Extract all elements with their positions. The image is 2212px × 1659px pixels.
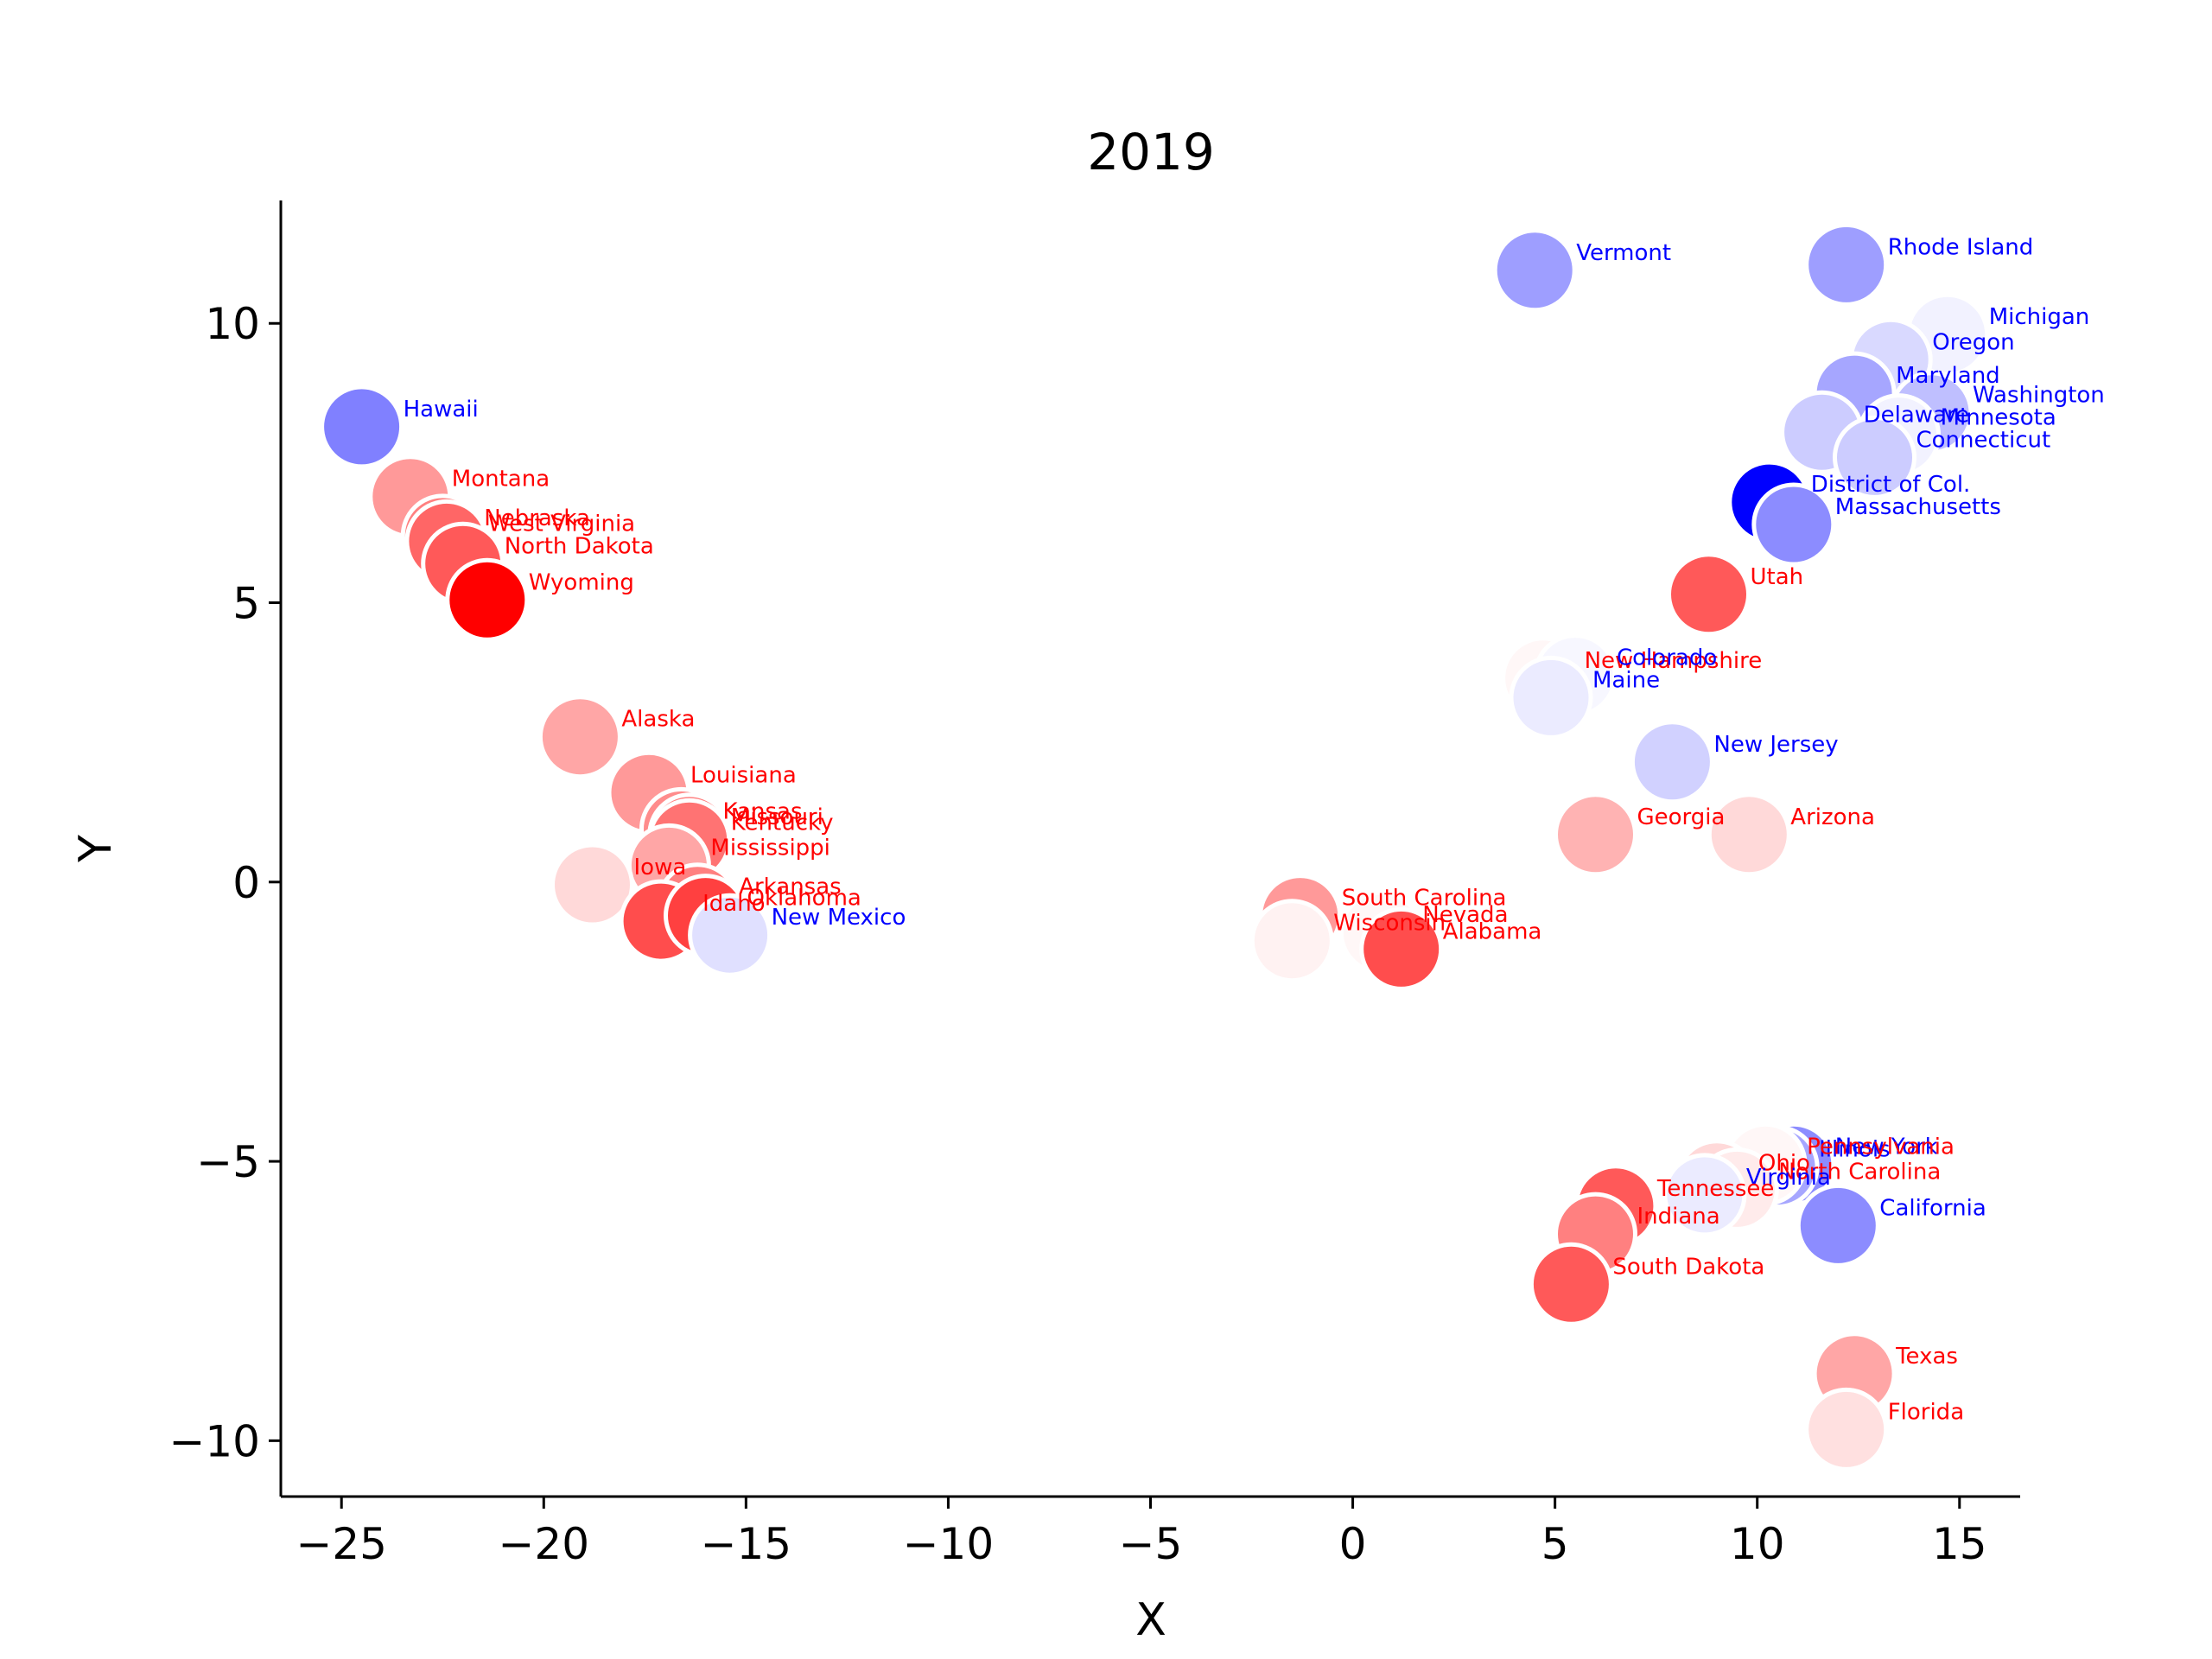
point-label-arizona: Arizona bbox=[1790, 804, 1875, 830]
point-label-vermont: Vermont bbox=[1576, 240, 1671, 266]
x-tick-label: −10 bbox=[903, 1519, 995, 1569]
point-label-minnesota: Minnesota bbox=[1941, 405, 2056, 431]
point-new-jersey bbox=[1630, 720, 1714, 804]
point-label-alaska: Alaska bbox=[621, 707, 695, 733]
point-label-michigan: Michigan bbox=[1989, 304, 2090, 330]
point-label-new-york: New York bbox=[1835, 1134, 1938, 1160]
point-label-south-carolina: South Carolina bbox=[1342, 886, 1507, 912]
x-tick-label: −15 bbox=[701, 1519, 792, 1569]
point-label-kansas: Kansas bbox=[723, 798, 803, 824]
point-alabama bbox=[1359, 906, 1444, 991]
y-axis-label: Y bbox=[70, 835, 122, 863]
y-tick-label: 0 bbox=[232, 858, 260, 908]
point-rhode-island bbox=[1804, 222, 1889, 307]
point-alaska bbox=[537, 695, 622, 779]
x-tick-label: 10 bbox=[1730, 1519, 1785, 1569]
point-label-indiana: Indiana bbox=[1637, 1204, 1720, 1230]
x-tick-label: 0 bbox=[1339, 1519, 1367, 1569]
point-label-wisconsin: Wisconsin bbox=[1333, 911, 1446, 937]
point-iowa bbox=[550, 842, 634, 927]
point-label-new-hampshire: New Hampshire bbox=[1585, 648, 1763, 674]
point-california bbox=[1796, 1183, 1880, 1268]
point-label-ohio: Ohio bbox=[1758, 1151, 1810, 1177]
point-label-new-jersey: New Jersey bbox=[1713, 732, 1838, 758]
point-label-georgia: Georgia bbox=[1637, 804, 1726, 830]
y-ticks: −10 −5 0 5 10 bbox=[168, 299, 281, 1466]
point-wisconsin bbox=[1249, 899, 1334, 983]
point-label-maryland: Maryland bbox=[1896, 363, 2000, 389]
point-label-alabama: Alabama bbox=[1443, 918, 1542, 944]
point-label-maine: Maine bbox=[1592, 667, 1660, 693]
point-label-delaware: Delaware bbox=[1864, 402, 1969, 428]
point-massachusetts bbox=[1751, 482, 1836, 567]
point-label-nebraska: Nebraska bbox=[484, 505, 590, 531]
y-tick-label: −10 bbox=[168, 1416, 260, 1466]
point-hawaii bbox=[320, 385, 404, 469]
point-label-kentucky: Kentucky bbox=[731, 810, 834, 836]
point-wyoming bbox=[445, 557, 530, 642]
point-florida bbox=[1804, 1387, 1889, 1471]
point-label-missouri: Missouri bbox=[731, 804, 823, 830]
point-south-dakota bbox=[1529, 1242, 1613, 1326]
point-new-mexico bbox=[688, 893, 772, 977]
y-tick-label: 5 bbox=[232, 579, 260, 629]
x-tick-label: −20 bbox=[499, 1519, 590, 1569]
point-label-north-dakota: North Dakota bbox=[505, 533, 654, 559]
x-tick-label: −25 bbox=[296, 1519, 387, 1569]
x-tick-label: 5 bbox=[1541, 1519, 1569, 1569]
point-label-iowa: Iowa bbox=[634, 855, 687, 880]
point-label-hawaii: Hawaii bbox=[404, 397, 479, 423]
point-vermont bbox=[1492, 228, 1577, 313]
point-label-oregon: Oregon bbox=[1932, 329, 2014, 355]
point-label-tennessee: Tennessee bbox=[1656, 1176, 1774, 1202]
point-maine bbox=[1509, 655, 1593, 740]
point-label-arkansas: Arkansas bbox=[739, 874, 842, 900]
point-label-washington: Washington bbox=[1973, 383, 2105, 409]
point-label-montana: Montana bbox=[452, 467, 550, 493]
point-virginia bbox=[1662, 1153, 1747, 1237]
point-georgia bbox=[1554, 792, 1637, 877]
point-label-south-dakota: South Dakota bbox=[1612, 1254, 1764, 1280]
point-label-florida: Florida bbox=[1888, 1399, 1964, 1425]
x-axis-label: X bbox=[1135, 1594, 1166, 1646]
y-tick-label: −5 bbox=[196, 1137, 260, 1187]
point-label-north-carolina: North Carolina bbox=[1778, 1159, 1941, 1185]
x-tick-label: 15 bbox=[1932, 1519, 1987, 1569]
point-label-connecticut: Connecticut bbox=[1916, 427, 2051, 453]
point-label-illinois: Illinois bbox=[1819, 1137, 1891, 1163]
point-label-nevada: Nevada bbox=[1422, 902, 1508, 928]
point-connecticut bbox=[1833, 415, 1916, 499]
point-label-mississippi: Mississippi bbox=[710, 835, 830, 861]
point-label-wyoming: Wyoming bbox=[529, 569, 634, 595]
point-label-virginia: Virginia bbox=[1746, 1165, 1831, 1191]
point-label-district-of-col: District of Col. bbox=[1811, 472, 1971, 498]
point-label-colorado: Colorado bbox=[1617, 645, 1717, 671]
point-label-rhode-island: Rhode Island bbox=[1888, 234, 2034, 260]
point-label-oklahoma: Oklahoma bbox=[747, 886, 861, 912]
y-tick-label: 10 bbox=[205, 299, 260, 349]
point-arizona bbox=[1707, 792, 1791, 877]
point-label-louisiana: Louisiana bbox=[690, 762, 797, 788]
point-label-new-mexico: New Mexico bbox=[772, 905, 906, 931]
points-layer bbox=[320, 222, 1990, 1471]
point-label-idaho: Idaho bbox=[702, 891, 766, 917]
x-ticks: −25 −20 −15 −10 −5 0 5 10 15 bbox=[296, 1497, 1987, 1569]
point-utah bbox=[1667, 552, 1751, 637]
chart-title: 2019 bbox=[1087, 123, 1215, 181]
point-label-pennsylvania: Pennsylvania bbox=[1807, 1134, 1955, 1160]
point-label-utah: Utah bbox=[1751, 564, 1804, 590]
x-tick-label: −5 bbox=[1119, 1519, 1183, 1569]
point-label-massachusetts: Massachusetts bbox=[1835, 494, 2001, 520]
point-label-california: California bbox=[1879, 1195, 1986, 1221]
point-label-west-virginia: West Virginia bbox=[488, 511, 635, 537]
point-label-texas: Texas bbox=[1895, 1344, 1958, 1370]
